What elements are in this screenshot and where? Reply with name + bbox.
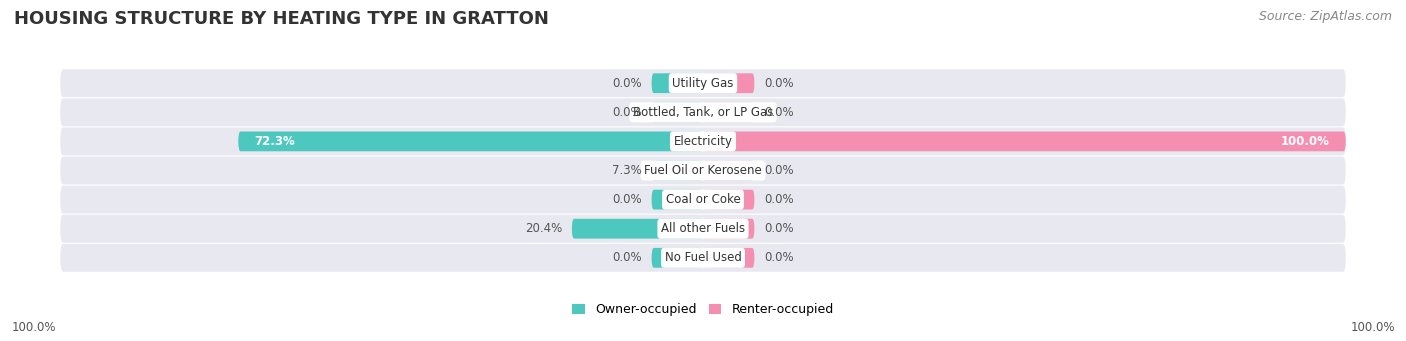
Text: HOUSING STRUCTURE BY HEATING TYPE IN GRATTON: HOUSING STRUCTURE BY HEATING TYPE IN GRA… — [14, 10, 548, 28]
FancyBboxPatch shape — [60, 244, 1346, 272]
FancyBboxPatch shape — [703, 161, 755, 180]
Text: 0.0%: 0.0% — [613, 77, 643, 90]
Text: 0.0%: 0.0% — [763, 251, 793, 264]
FancyBboxPatch shape — [703, 102, 755, 122]
FancyBboxPatch shape — [703, 132, 1346, 151]
Text: 100.0%: 100.0% — [1350, 321, 1395, 334]
Text: 0.0%: 0.0% — [763, 222, 793, 235]
FancyBboxPatch shape — [651, 161, 703, 180]
FancyBboxPatch shape — [703, 248, 755, 268]
Text: 0.0%: 0.0% — [613, 193, 643, 206]
Text: 0.0%: 0.0% — [613, 106, 643, 119]
Text: 0.0%: 0.0% — [763, 164, 793, 177]
FancyBboxPatch shape — [60, 69, 1346, 97]
Text: 20.4%: 20.4% — [524, 222, 562, 235]
Text: 100.0%: 100.0% — [11, 321, 56, 334]
Text: 72.3%: 72.3% — [254, 135, 295, 148]
FancyBboxPatch shape — [703, 190, 755, 209]
FancyBboxPatch shape — [60, 98, 1346, 126]
Text: Fuel Oil or Kerosene: Fuel Oil or Kerosene — [644, 164, 762, 177]
FancyBboxPatch shape — [60, 186, 1346, 213]
FancyBboxPatch shape — [703, 73, 755, 93]
FancyBboxPatch shape — [60, 157, 1346, 184]
Text: Coal or Coke: Coal or Coke — [665, 193, 741, 206]
Text: Utility Gas: Utility Gas — [672, 77, 734, 90]
Legend: Owner-occupied, Renter-occupied: Owner-occupied, Renter-occupied — [568, 298, 838, 321]
Text: Electricity: Electricity — [673, 135, 733, 148]
Text: 100.0%: 100.0% — [1281, 135, 1330, 148]
FancyBboxPatch shape — [651, 102, 703, 122]
FancyBboxPatch shape — [60, 215, 1346, 243]
Text: 0.0%: 0.0% — [763, 77, 793, 90]
FancyBboxPatch shape — [651, 248, 703, 268]
Text: 0.0%: 0.0% — [763, 106, 793, 119]
FancyBboxPatch shape — [238, 132, 703, 151]
FancyBboxPatch shape — [651, 73, 703, 93]
Text: All other Fuels: All other Fuels — [661, 222, 745, 235]
FancyBboxPatch shape — [703, 219, 755, 239]
Text: 0.0%: 0.0% — [613, 251, 643, 264]
FancyBboxPatch shape — [60, 128, 1346, 155]
FancyBboxPatch shape — [572, 219, 703, 239]
Text: 7.3%: 7.3% — [612, 164, 643, 177]
Text: Bottled, Tank, or LP Gas: Bottled, Tank, or LP Gas — [633, 106, 773, 119]
Text: 0.0%: 0.0% — [763, 193, 793, 206]
Text: No Fuel Used: No Fuel Used — [665, 251, 741, 264]
FancyBboxPatch shape — [651, 190, 703, 209]
Text: Source: ZipAtlas.com: Source: ZipAtlas.com — [1258, 10, 1392, 23]
